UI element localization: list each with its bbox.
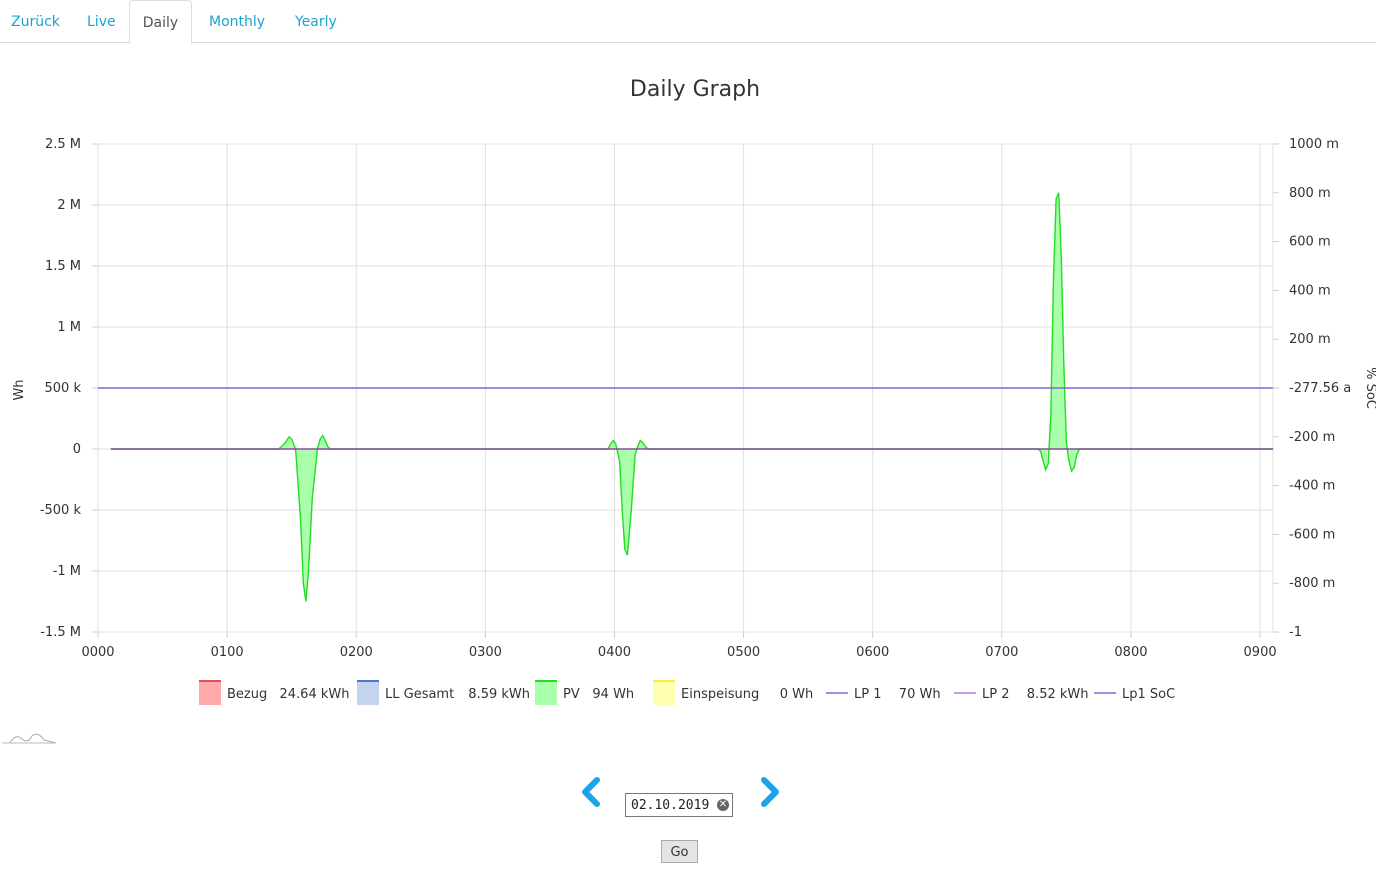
tab-monthly[interactable]: Monthly (209, 14, 266, 30)
x-tick-label: 0500 (727, 645, 760, 660)
y-tick-label: 0 (73, 442, 81, 457)
x-axis-ticks: 0000 0100 0200 0300 0400 0500 0600 0700 0800 0900 (81, 645, 1276, 660)
x-tick-label: 0200 (340, 645, 373, 660)
legend-value: 8.59 kWh (468, 687, 530, 702)
legend-label: Lp1 SoC (1122, 687, 1175, 702)
legend-value: 8.52 kWh (1027, 687, 1089, 702)
legend-swatch (199, 681, 221, 705)
y2-tick-label: -600 m (1289, 527, 1335, 542)
chart-series (98, 192, 1273, 602)
y-axis-label: Wh (12, 379, 27, 400)
x-tick-label: 0000 (81, 645, 114, 660)
legend-value: 94 Wh (592, 687, 634, 702)
x-tick-label: 0600 (856, 645, 889, 660)
legend-swatch (357, 681, 379, 705)
y2-tick-label: 200 m (1289, 332, 1331, 347)
y2-tick-label: 400 m (1289, 283, 1331, 298)
y2-tick-label: -1 (1289, 625, 1302, 640)
tab-live[interactable]: Live (87, 14, 116, 30)
x-tick-label: 0900 (1244, 645, 1277, 660)
chart-grid (92, 143, 1279, 638)
x-tick-label: 0300 (469, 645, 502, 660)
legend-swatch (653, 681, 675, 705)
x-tick-label: 0100 (211, 645, 244, 660)
y2-tick-label: -400 m (1289, 479, 1335, 494)
y-tick-label: 2.5 M (45, 137, 81, 152)
chart-legend: Bezug 24.64 kWh LL Gesamt 8.59 kWh PV 94 Wh Ei… (199, 680, 1175, 705)
x-tick-label: 0400 (598, 645, 631, 660)
tab-yearly[interactable]: Yearly (295, 14, 337, 30)
legend-label: LP 2 (982, 687, 1010, 702)
chevron-left-icon[interactable] (575, 775, 609, 809)
y2-tick-label: -277.56 a (1289, 381, 1351, 396)
legend-value: 24.64 kWh (280, 687, 350, 702)
chart-title: Daily Graph (630, 77, 760, 102)
y-tick-label: 1.5 M (45, 259, 81, 274)
series-area-pv (110, 192, 1273, 602)
mini-chart-icon (2, 733, 57, 744)
go-button[interactable]: Go (661, 840, 698, 863)
legend-label: Bezug (227, 687, 267, 702)
y2-tick-label: -800 m (1289, 576, 1335, 591)
y-tick-label: 500 k (45, 381, 82, 396)
legend-label: LP 1 (854, 687, 882, 702)
y2-axis-ticks: 1000 m 800 m 600 m 400 m 200 m -277.56 a -200 … (1289, 137, 1351, 640)
legend-label: LL Gesamt (385, 687, 454, 702)
date-input[interactable]: 02.10.2019 (625, 793, 733, 817)
y-tick-label: -500 k (40, 503, 82, 518)
tab-zurueck[interactable]: Zurück (11, 14, 60, 30)
y-tick-label: 1 M (57, 320, 81, 335)
legend-swatch (535, 681, 557, 705)
y-tick-label: -1 M (53, 564, 81, 579)
daily-chart: Daily Graph 2.5 M 2 M 1.5 M 1 M 500 k 0 -500 k… (12, 77, 1376, 705)
legend-value: 0 Wh (780, 687, 814, 702)
legend-value: 70 Wh (899, 687, 941, 702)
y-tick-label: 2 M (57, 198, 81, 213)
y-axis-ticks: 2.5 M 2 M 1.5 M 1 M 500 k 0 -500 k -1 M -1.5 M (40, 137, 82, 640)
clear-icon[interactable]: ✕ (717, 799, 729, 811)
y2-tick-label: 800 m (1289, 186, 1331, 201)
y2-tick-label: 1000 m (1289, 137, 1339, 152)
y2-tick-label: -200 m (1289, 430, 1335, 445)
legend-label: Einspeisung (681, 687, 759, 702)
series-line-pv (110, 192, 1273, 602)
chevron-right-icon[interactable] (752, 775, 786, 809)
x-tick-label: 0700 (985, 645, 1018, 660)
tab-bar: Zurück Live Daily Monthly Yearly (0, 0, 1376, 44)
y2-axis-label: % SoC (1363, 367, 1376, 409)
legend-label: PV (563, 687, 580, 702)
x-tick-label: 0800 (1114, 645, 1147, 660)
y2-tick-label: 600 m (1289, 235, 1331, 250)
y-tick-label: -1.5 M (40, 625, 81, 640)
tab-daily[interactable]: Daily (129, 0, 192, 44)
